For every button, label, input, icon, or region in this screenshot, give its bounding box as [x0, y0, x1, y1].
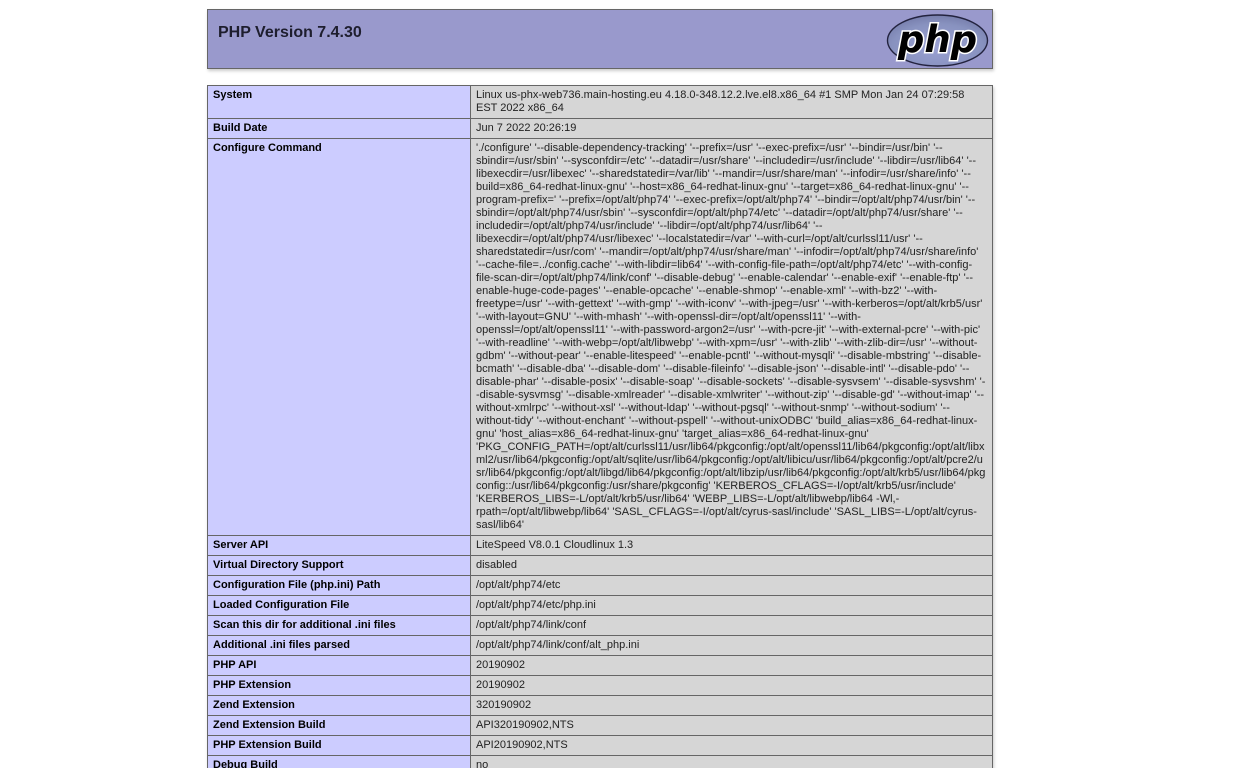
row-label: System [207, 85, 471, 119]
table-row: Zend Extension 320190902 [207, 695, 993, 716]
row-label: Debug Build [207, 755, 471, 768]
row-label: Configure Command [207, 138, 471, 536]
row-label: Build Date [207, 118, 471, 139]
row-label: Virtual Directory Support [207, 555, 471, 576]
table-row: Loaded Configuration File/opt/alt/php74/… [207, 595, 993, 616]
table-row: Zend Extension Build API320190902,NTS [207, 715, 993, 736]
row-value: './configure' '--disable-dependency-trac… [470, 138, 993, 536]
phpinfo-page: PHP Version 7.4.30 php System Linux us-ph… [207, 9, 993, 768]
table-row: PHP Extension Build API20190902,NTS [207, 735, 993, 756]
row-value: disabled [470, 555, 993, 576]
table-row: Additional .ini files parsed/opt/alt/php… [207, 635, 993, 656]
table-row: PHP API 20190902 [207, 655, 993, 676]
row-value: /opt/alt/php74/etc/php.ini [470, 595, 993, 616]
row-value: 320190902 [470, 695, 993, 716]
row-label: Loaded Configuration File [207, 595, 471, 616]
table-row: Configuration File (php.ini) Path/opt/al… [207, 575, 993, 596]
row-label: Zend Extension Build [207, 715, 471, 736]
row-label: PHP API [207, 655, 471, 676]
row-value: /opt/alt/php74/etc [470, 575, 993, 596]
table-row: PHP Extension 20190902 [207, 675, 993, 696]
row-label: PHP Extension [207, 675, 471, 696]
row-value: API320190902,NTS [470, 715, 993, 736]
row-label: Zend Extension [207, 695, 471, 716]
row-value: no [470, 755, 993, 768]
table-row: Debug Build no [207, 755, 993, 768]
row-value: Jun 7 2022 20:26:19 [470, 118, 993, 139]
row-value: /opt/alt/php74/link/conf [470, 615, 993, 636]
php-logo-text: php [897, 18, 977, 61]
page-title: PHP Version 7.4.30 [218, 24, 362, 41]
table-row: Scan this dir for additional .ini files /… [207, 615, 993, 636]
row-value: Linux us-phx-web736.main-hosting.eu 4.18… [470, 85, 993, 119]
info-table: System Linux us-phx-web736.main-hosting.e… [207, 85, 993, 768]
row-value: LiteSpeed V8.0.1 Cloudlinux 1.3 [470, 535, 993, 556]
php-logo-link[interactable]: php [886, 14, 989, 67]
phpinfo-header: PHP Version 7.4.30 php [207, 9, 993, 69]
table-row: Build Date Jun 7 2022 20:26:19 [207, 118, 993, 139]
row-value: /opt/alt/php74/link/conf/alt_php.ini [470, 635, 993, 656]
row-label: Configuration File (php.ini) Path [207, 575, 471, 596]
row-label: Scan this dir for additional .ini files [207, 615, 471, 636]
table-row: Configure Command './configure' '--disabl… [207, 138, 993, 536]
row-value: API20190902,NTS [470, 735, 993, 756]
table-row: Virtual Directory Support disabled [207, 555, 993, 576]
info-table-body: System Linux us-phx-web736.main-hosting.e… [207, 85, 993, 768]
row-label: PHP Extension Build [207, 735, 471, 756]
table-row: System Linux us-phx-web736.main-hosting.e… [207, 85, 993, 119]
row-label: Additional .ini files parsed [207, 635, 471, 656]
table-row: Server API LiteSpeed V8.0.1 Cloudlinux 1.… [207, 535, 993, 556]
row-value: 20190902 [470, 675, 993, 696]
row-value: 20190902 [470, 655, 993, 676]
php-logo-icon: php [886, 14, 989, 67]
row-label: Server API [207, 535, 471, 556]
